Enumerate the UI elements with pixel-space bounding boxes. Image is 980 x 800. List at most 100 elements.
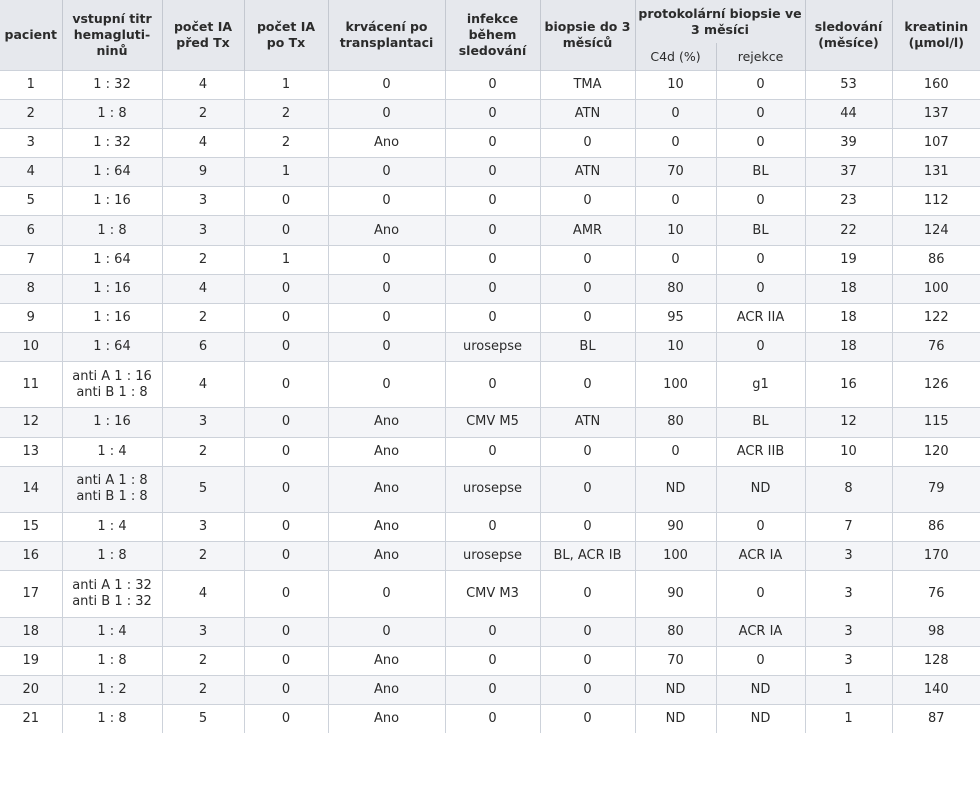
cell-c4d: 95 — [634, 302, 716, 333]
cell-c4d: 90 — [634, 512, 716, 542]
cell-rejekce: ND — [715, 465, 805, 513]
cell-ia-po: 0 — [243, 704, 328, 734]
cell-krvaceni: 0 — [327, 244, 445, 275]
table-row: 17 anti A 1 : 32 anti B 1 : 32 4 0 0 CMV M3 0 90… — [0, 570, 980, 618]
cell-ia-pred: 2 — [161, 645, 244, 676]
cell-ia-pred: 2 — [161, 302, 244, 333]
table-row: 10 1 : 64 6 0 0 urosepse BL 10 0 18 76 — [0, 331, 980, 362]
titr-line: 1 : 4 — [97, 623, 127, 639]
cell-krvaceni: 0 — [327, 157, 445, 187]
cell-kreatinin: 160 — [891, 69, 980, 100]
titr-line: 1 : 64 — [93, 164, 131, 180]
cell-rejekce: ACR IA — [715, 616, 805, 647]
cell-rejekce: 0 — [715, 128, 805, 158]
table-row: 19 1 : 8 2 0 Ano 0 0 70 0 3 128 — [0, 645, 980, 676]
cell-ia-pred: 3 — [161, 512, 244, 542]
cell-infekce: 0 — [444, 128, 540, 158]
cell-titr: 1 : 16 — [61, 273, 162, 304]
cell-pacient: 11 — [0, 360, 62, 408]
header-pacient: pacient — [0, 0, 62, 71]
cell-rejekce: ND — [715, 704, 805, 734]
cell-infekce: 0 — [444, 302, 540, 333]
cell-titr: 1 : 8 — [61, 215, 162, 246]
cell-titr: 1 : 64 — [61, 331, 162, 362]
cell-rejekce: g1 — [715, 360, 805, 408]
cell-ia-pred: 2 — [161, 674, 244, 705]
cell-biopsie: 0 — [539, 570, 635, 618]
cell-sledovani: 1 — [804, 704, 892, 734]
titr-line: 1 : 64 — [93, 251, 131, 267]
table-row: 11 anti A 1 : 16 anti B 1 : 8 4 0 0 0 0 100 g1 16 1… — [0, 360, 980, 408]
cell-infekce: 0 — [444, 436, 540, 467]
cell-pacient: 9 — [0, 302, 62, 333]
titr-line: anti B 1 : 32 — [72, 594, 152, 610]
cell-c4d: 0 — [634, 244, 716, 275]
header-protokolarni: protokolární biopsie ve 3 měsíci — [634, 0, 805, 43]
cell-kreatinin: 115 — [891, 407, 980, 438]
cell-titr: anti A 1 : 16 anti B 1 : 8 — [61, 360, 162, 408]
header-infekce: infekce během sledování — [444, 0, 540, 71]
cell-titr: 1 : 16 — [61, 302, 162, 333]
cell-pacient: 18 — [0, 616, 62, 647]
cell-infekce: 0 — [444, 674, 540, 705]
cell-biopsie: AMR — [539, 215, 635, 246]
cell-krvaceni: Ano — [327, 128, 445, 158]
cell-pacient: 13 — [0, 436, 62, 467]
cell-ia-po: 0 — [243, 186, 328, 216]
cell-kreatinin: 112 — [891, 186, 980, 216]
cell-biopsie: ATN — [539, 99, 635, 129]
cell-kreatinin: 76 — [891, 331, 980, 362]
cell-pacient: 6 — [0, 215, 62, 246]
cell-biopsie: ATN — [539, 157, 635, 187]
cell-sledovani: 16 — [804, 360, 892, 408]
cell-c4d: 100 — [634, 541, 716, 571]
cell-biopsie: ATN — [539, 407, 635, 438]
cell-kreatinin: 124 — [891, 215, 980, 246]
cell-infekce: 0 — [444, 704, 540, 734]
cell-krvaceni: 0 — [327, 69, 445, 100]
titr-line: 1 : 16 — [93, 414, 131, 430]
cell-ia-pred: 6 — [161, 331, 244, 362]
cell-c4d: 10 — [634, 331, 716, 362]
cell-c4d: 70 — [634, 157, 716, 187]
cell-krvaceni: 0 — [327, 273, 445, 304]
cell-ia-pred: 2 — [161, 436, 244, 467]
titr-line: 1 : 16 — [93, 193, 131, 209]
cell-titr: 1 : 16 — [61, 407, 162, 438]
cell-ia-po: 2 — [243, 128, 328, 158]
cell-c4d: ND — [634, 704, 716, 734]
cell-pacient: 5 — [0, 186, 62, 216]
cell-pacient: 21 — [0, 704, 62, 734]
cell-rejekce: 0 — [715, 331, 805, 362]
cell-rejekce: BL — [715, 215, 805, 246]
cell-c4d: 0 — [634, 186, 716, 216]
cell-rejekce: 0 — [715, 645, 805, 676]
cell-rejekce: 0 — [715, 99, 805, 129]
cell-biopsie: BL — [539, 331, 635, 362]
cell-biopsie: TMA — [539, 69, 635, 100]
cell-biopsie: 0 — [539, 302, 635, 333]
cell-pacient: 17 — [0, 570, 62, 618]
cell-titr: 1 : 64 — [61, 157, 162, 187]
cell-ia-pred: 3 — [161, 616, 244, 647]
cell-biopsie: 0 — [539, 360, 635, 408]
titr-line: 1 : 8 — [97, 548, 127, 564]
cell-c4d: 0 — [634, 436, 716, 467]
cell-c4d: 10 — [634, 215, 716, 246]
cell-rejekce: BL — [715, 157, 805, 187]
cell-krvaceni: Ano — [327, 645, 445, 676]
cell-krvaceni: 0 — [327, 99, 445, 129]
cell-ia-po: 0 — [243, 331, 328, 362]
cell-sledovani: 37 — [804, 157, 892, 187]
cell-pacient: 2 — [0, 99, 62, 129]
header-ia-pred: počet IA před Tx — [161, 0, 244, 71]
cell-c4d: 90 — [634, 570, 716, 618]
cell-infekce: urosepse — [444, 465, 540, 513]
cell-sledovani: 23 — [804, 186, 892, 216]
cell-infekce: 0 — [444, 244, 540, 275]
table-row: 13 1 : 4 2 0 Ano 0 0 0 ACR IIB 10 120 — [0, 436, 980, 467]
cell-pacient: 19 — [0, 645, 62, 676]
